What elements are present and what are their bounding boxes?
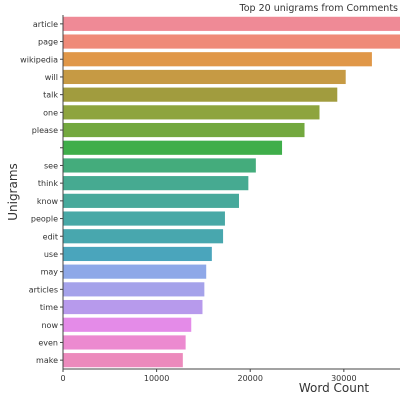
bar-one — [63, 105, 320, 120]
x-tick-label: 0 — [60, 374, 65, 383]
y-tick-label: know — [37, 197, 59, 206]
bar-now — [63, 317, 192, 332]
bar-page — [63, 34, 400, 49]
bar-unlabeled-7 — [63, 140, 283, 155]
bar-wikipedia — [63, 52, 372, 67]
y-tick-label: people — [31, 215, 58, 224]
x-tick-label: 30000 — [331, 374, 356, 383]
bar-use — [63, 246, 212, 262]
y-tick-label: wikipedia — [20, 55, 58, 64]
bar-know — [63, 193, 239, 208]
bar-will — [63, 69, 346, 85]
y-tick-label: make — [36, 356, 58, 365]
y-tick-label: now — [41, 321, 58, 330]
bar-articles — [63, 282, 205, 297]
bar-even — [63, 335, 186, 350]
bar-think — [63, 176, 249, 191]
y-tick-label: one — [43, 108, 58, 117]
y-tick-label: will — [45, 73, 58, 82]
bar-article — [63, 16, 400, 31]
y-tick-label: article — [33, 20, 58, 29]
x-tick-label: 10000 — [144, 374, 169, 383]
y-tick-label: see — [44, 161, 58, 170]
y-tick-label: even — [38, 338, 58, 347]
y-tick-label: please — [32, 126, 58, 135]
bar-talk — [63, 87, 338, 102]
y-tick-label: page — [38, 38, 58, 47]
y-tick-label: time — [40, 303, 58, 312]
bar-edit — [63, 229, 224, 244]
y-tick-label: edit — [43, 232, 58, 241]
y-tick-label: talk — [43, 91, 58, 100]
chart-title: Top 20 unigrams from Comments — [239, 3, 398, 14]
y-tick-label: may — [41, 268, 59, 277]
y-tick-label: use — [44, 250, 58, 259]
x-axis-title: Word Count — [299, 381, 370, 395]
bar-people — [63, 211, 225, 226]
bars-group — [63, 16, 400, 368]
bar-make — [63, 353, 183, 368]
y-tick-labels: article page wikipedia will talk one please see… — [20, 20, 63, 365]
y-tick-label: articles — [29, 285, 58, 294]
y-axis-title: Unigrams — [6, 163, 20, 221]
bar-time — [63, 299, 203, 315]
bar-may — [63, 264, 207, 279]
bar-please — [63, 122, 305, 138]
y-tick-label: think — [38, 179, 59, 188]
bar-see — [63, 158, 256, 173]
x-tick-label: 20000 — [237, 374, 262, 383]
